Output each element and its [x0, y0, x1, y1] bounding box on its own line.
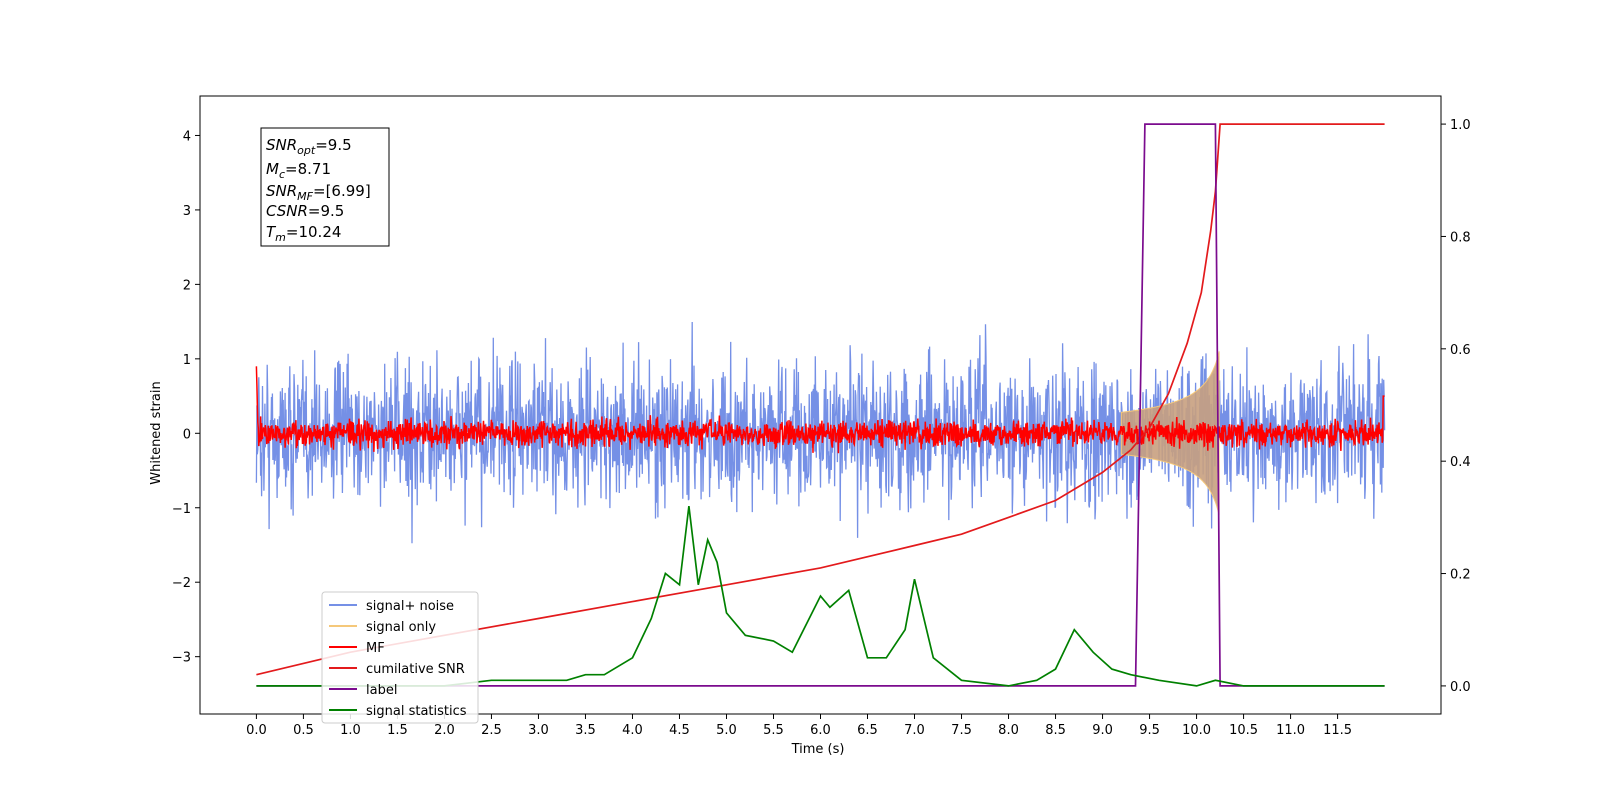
y-left-tick-label: 1: [183, 353, 191, 368]
x-tick-label: 4.0: [622, 723, 643, 738]
y-axis-left: 4 3 2 1 0 −1 −2 −3: [172, 129, 200, 666]
legend-label: signal only: [366, 620, 436, 635]
x-tick-label: 7.5: [951, 723, 972, 738]
x-tick-label: 7.0: [904, 723, 925, 738]
x-tick-label: 9.5: [1139, 723, 1160, 738]
x-tick-label: 3.5: [575, 723, 596, 738]
x-axis-label: Time (s): [791, 742, 845, 757]
x-tick-label: 8.5: [1045, 723, 1066, 738]
x-tick-label: 3.0: [528, 723, 549, 738]
legend-label: signal+ noise: [366, 599, 454, 614]
y-right-tick-label: 0.6: [1450, 343, 1471, 358]
annotation-snr-opt: SNRopt=9.5: [266, 136, 352, 157]
x-tick-label: 1.0: [340, 723, 361, 738]
y-right-tick-label: 0.2: [1450, 568, 1471, 583]
legend-label: label: [366, 683, 397, 698]
x-tick-label: 5.0: [716, 723, 737, 738]
y-axis-right: 1.0 0.8 0.6 0.4 0.2 0.0: [1441, 118, 1471, 695]
annotation-box: SNRopt=9.5 Mc=8.71 SNRMF=[6.99] CSNR=9.5…: [260, 127, 390, 247]
x-tick-label: 11.5: [1323, 723, 1352, 738]
x-tick-label: 0.0: [246, 723, 267, 738]
series-signal-statistics-line: [256, 505, 1385, 687]
y-left-tick-label: −2: [172, 576, 191, 591]
legend: signal+ noise signal only MF cumilative SNR…: [321, 591, 479, 724]
y-right-tick-label: 1.0: [1450, 118, 1471, 133]
legend-label: signal statistics: [366, 704, 467, 719]
x-tick-label: 9.0: [1092, 723, 1113, 738]
x-tick-label: 5.5: [763, 723, 784, 738]
legend-label: cumilative SNR: [366, 662, 465, 677]
series-layer: [255, 123, 1386, 687]
y-right-tick-label: 0.0: [1450, 680, 1471, 695]
x-tick-label: 4.5: [669, 723, 690, 738]
x-tick-label: 10.0: [1182, 723, 1211, 738]
y-left-tick-label: 4: [183, 129, 191, 144]
legend-label: MF: [366, 641, 385, 656]
annotation-tm: Tm=10.24: [266, 223, 341, 244]
x-tick-label: 6.5: [857, 723, 878, 738]
y-left-tick-label: −3: [172, 651, 191, 666]
y-left-tick-label: −1: [172, 502, 191, 517]
x-tick-label: 8.0: [998, 723, 1019, 738]
x-tick-label: 2.5: [481, 723, 502, 738]
x-tick-label: 2.0: [434, 723, 455, 738]
x-tick-label: 10.5: [1229, 723, 1258, 738]
annotation-mc: Mc=8.71: [266, 160, 331, 181]
x-axis: 0.0 0.5 1.0 1.5 2.0 2.5 3.0 3.5 4.0 4.5 5.0 5.5 6.0 6…: [246, 714, 1352, 738]
x-tick-label: 0.5: [293, 723, 314, 738]
y-left-tick-label: 0: [183, 427, 191, 442]
y-right-tick-label: 0.8: [1450, 230, 1471, 245]
series-cumulative-snr-line: [256, 123, 1385, 676]
x-tick-label: 11.0: [1276, 723, 1305, 738]
x-tick-label: 1.5: [387, 723, 408, 738]
annotation-csnr: CSNR=9.5: [266, 202, 344, 220]
x-tick-label: 6.0: [810, 723, 831, 738]
y-left-tick-label: 3: [183, 204, 191, 219]
series-mf-line: [255, 366, 1385, 454]
annotation-snr-mf: SNRMF=[6.99]: [266, 182, 371, 203]
y-axis-label: Whitened strain: [149, 381, 164, 484]
y-right-tick-label: 0.4: [1450, 455, 1471, 470]
y-left-tick-label: 2: [183, 278, 191, 293]
